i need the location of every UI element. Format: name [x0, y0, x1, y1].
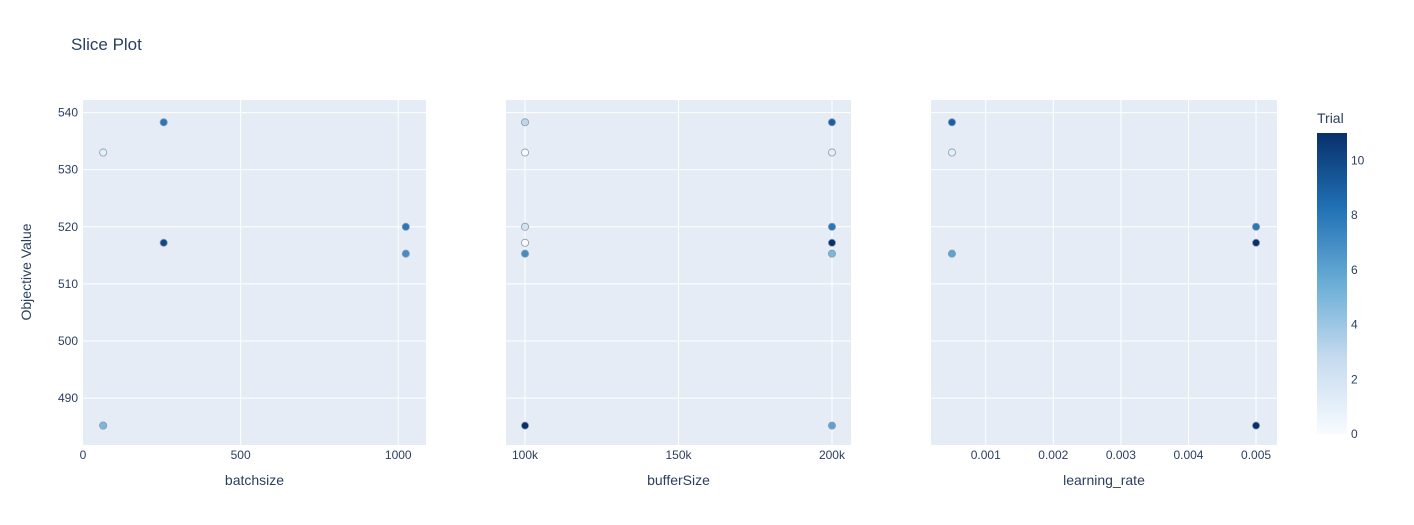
data-point[interactable]	[947, 148, 956, 157]
data-point[interactable]	[827, 238, 836, 247]
plot-background	[931, 100, 1277, 445]
data-point[interactable]	[99, 148, 108, 157]
x-tick-label: 500	[231, 448, 251, 462]
data-point[interactable]	[521, 222, 530, 231]
panel-learning_rate: 0.001 0.002 0.003 0.004 0.005 learning_rate	[931, 100, 1277, 488]
data-point[interactable]	[947, 118, 956, 127]
panel-bufferSize: 100k 150k 200k bufferSize	[506, 100, 851, 488]
x-tick-label: 200k	[819, 448, 846, 462]
colorbar-tick-label: 10	[1351, 153, 1365, 167]
x-tick-label: 0.005	[1241, 448, 1271, 462]
y-tick-label: 490	[58, 391, 78, 405]
colorbar-tick-label: 0	[1351, 427, 1358, 441]
data-point[interactable]	[827, 148, 836, 157]
plot-background	[83, 100, 426, 445]
data-point[interactable]	[159, 118, 168, 127]
data-point[interactable]	[521, 421, 530, 430]
panel-batchsize: 0 500 1000 batchsize 490 500 510 520 530 540	[58, 100, 426, 488]
x-axis-title: batchsize	[225, 472, 284, 488]
x-axis-title: learning_rate	[1063, 472, 1145, 488]
y-tick-label: 520	[58, 220, 78, 234]
data-point[interactable]	[1252, 421, 1261, 430]
x-tick-label: 0.001	[971, 448, 1001, 462]
data-point[interactable]	[1252, 238, 1261, 247]
x-tick-label: 0	[80, 448, 87, 462]
colorbar-ticks: 0 2 4 6 8 10	[1351, 153, 1365, 441]
data-point[interactable]	[159, 238, 168, 247]
data-point[interactable]	[827, 421, 836, 430]
data-point[interactable]	[401, 222, 410, 231]
y-axis-title: Objective Value	[18, 223, 34, 320]
trial-colorbar: Trial 0 2 4 6 8 10	[1317, 110, 1365, 441]
colorbar-gradient	[1317, 133, 1347, 434]
colorbar-tick-label: 6	[1351, 263, 1358, 277]
y-tick-label: 530	[58, 163, 78, 177]
x-tick-label: 1000	[385, 448, 412, 462]
data-point[interactable]	[521, 249, 530, 258]
y-tick-label: 540	[58, 106, 78, 120]
colorbar-tick-label: 8	[1351, 208, 1358, 222]
x-tick-label: 150k	[665, 448, 692, 462]
colorbar-tick-label: 4	[1351, 318, 1358, 332]
x-tick-label: 100k	[512, 448, 539, 462]
data-point[interactable]	[827, 222, 836, 231]
x-tick-label: 0.004	[1173, 448, 1203, 462]
data-point[interactable]	[99, 421, 108, 430]
colorbar-title: Trial	[1317, 110, 1344, 126]
chart-title: Slice Plot	[71, 35, 142, 54]
x-tick-label: 0.002	[1038, 448, 1068, 462]
colorbar-tick-label: 2	[1351, 372, 1358, 386]
data-point[interactable]	[1252, 222, 1261, 231]
data-point[interactable]	[947, 249, 956, 258]
y-tick-label: 510	[58, 277, 78, 291]
data-point[interactable]	[401, 249, 410, 258]
data-point[interactable]	[827, 249, 836, 258]
data-point[interactable]	[521, 238, 530, 247]
y-tick-label: 500	[58, 334, 78, 348]
x-axis-title: bufferSize	[647, 472, 710, 488]
data-point[interactable]	[521, 118, 530, 127]
data-point[interactable]	[827, 118, 836, 127]
x-tick-label: 0.003	[1106, 448, 1136, 462]
data-point[interactable]	[521, 148, 530, 157]
